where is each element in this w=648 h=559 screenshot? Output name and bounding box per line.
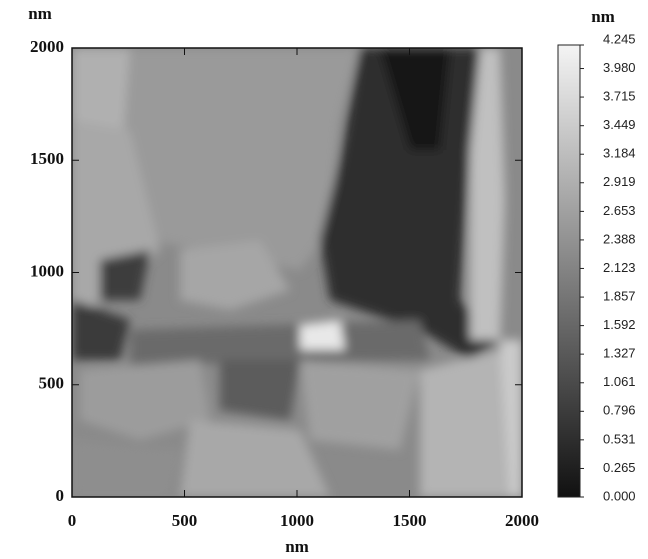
afm-image xyxy=(72,48,522,497)
x-tick-label: 1000 xyxy=(280,511,314,530)
x-tick-label: 0 xyxy=(68,511,77,530)
x-tick-label: 500 xyxy=(172,511,198,530)
colorbar-tick-label: 1.061 xyxy=(603,374,636,389)
colorbar-tick-label: 2.388 xyxy=(603,231,636,246)
colorbar-tick-label: 0.531 xyxy=(603,431,636,446)
colorbar-tick-label: 0.265 xyxy=(603,460,636,475)
x-tick-label: 2000 xyxy=(505,511,539,530)
colorbar xyxy=(558,45,580,497)
y-tick-label: 1000 xyxy=(30,261,64,280)
y-axis-label: nm xyxy=(28,4,52,23)
colorbar-tick-label: 3.980 xyxy=(603,60,636,75)
colorbar-tick-label: 0.000 xyxy=(603,488,636,503)
y-tick-label: 500 xyxy=(39,374,65,393)
colorbar-tick-label: 4.245 xyxy=(603,31,636,46)
y-tick-label: 2000 xyxy=(30,37,64,56)
colorbar-tick-label: 3.449 xyxy=(603,117,636,132)
colorbar-tick-label: 0.796 xyxy=(603,403,636,418)
chart: nm nm nm 0 500 1000 1500 2000 0 500 1000 1500 200… xyxy=(0,0,648,559)
colorbar-tick-label: 2.919 xyxy=(603,174,636,189)
colorbar-tick-label: 1.857 xyxy=(603,289,636,304)
x-tick-label: 1500 xyxy=(393,511,427,530)
colorbar-label: nm xyxy=(591,7,615,26)
y-tick-label: 1500 xyxy=(30,149,64,168)
x-axis-label: nm xyxy=(285,537,309,556)
colorbar-tick-label: 2.123 xyxy=(603,260,636,275)
colorbar-tick-label: 1.327 xyxy=(603,346,636,361)
colorbar-tick-label: 3.184 xyxy=(603,146,636,161)
colorbar-tick-label: 2.653 xyxy=(603,203,636,218)
y-tick-label: 0 xyxy=(56,486,65,505)
colorbar-tick-label: 1.592 xyxy=(603,317,636,332)
colorbar-tick-label: 3.715 xyxy=(603,88,636,103)
